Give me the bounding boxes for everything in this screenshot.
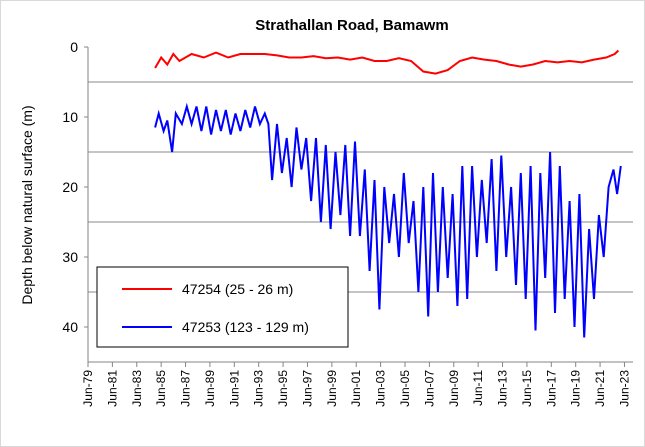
data-line bbox=[154, 102, 622, 338]
x-tick-label: Jun-91 bbox=[227, 370, 241, 407]
legend-label: 47254 (25 - 26 m) bbox=[182, 281, 293, 297]
x-tick-label: Jun-87 bbox=[179, 370, 193, 407]
data-line bbox=[154, 49, 620, 75]
x-tick-label: Jun-07 bbox=[422, 370, 436, 407]
y-axis-label: Depth below natural surface (m) bbox=[19, 105, 35, 304]
x-tick-label: Jun-17 bbox=[544, 370, 558, 407]
y-tick-label: 30 bbox=[62, 249, 78, 265]
x-tick-label: Jun-09 bbox=[447, 370, 461, 407]
x-tick-label: Jun-93 bbox=[252, 370, 266, 407]
x-tick-label: Jun-19 bbox=[569, 370, 583, 407]
chart-title: Strathallan Road, Bamawm bbox=[255, 17, 448, 34]
legend-label: 47253 (123 - 129 m) bbox=[182, 319, 309, 335]
y-tick-label: 0 bbox=[70, 39, 78, 55]
y-tick-label: 20 bbox=[62, 179, 78, 195]
x-tick-label: Jun-81 bbox=[105, 370, 119, 407]
x-tick-label: Jun-13 bbox=[496, 370, 510, 407]
x-tick-label: Jun-85 bbox=[154, 370, 168, 407]
x-tick-label: Jun-89 bbox=[203, 370, 217, 407]
x-tick-label: Jun-79 bbox=[81, 370, 95, 407]
y-tick-label: 40 bbox=[62, 319, 78, 335]
x-tick-label: Jun-03 bbox=[374, 370, 388, 407]
x-tick-label: Jun-83 bbox=[130, 370, 144, 407]
x-tick-label: Jun-95 bbox=[276, 370, 290, 407]
y-tick-label: 10 bbox=[62, 109, 78, 125]
x-tick-label: Jun-05 bbox=[398, 370, 412, 407]
x-tick-label: Jun-99 bbox=[325, 370, 339, 407]
x-tick-label: Jun-23 bbox=[617, 370, 631, 407]
legend-box bbox=[96, 266, 349, 348]
x-tick-label: Jun-01 bbox=[349, 370, 363, 407]
x-tick-label: Jun-97 bbox=[300, 370, 314, 407]
x-tick-label: Jun-21 bbox=[593, 370, 607, 407]
x-tick-label: Jun-11 bbox=[471, 370, 485, 406]
x-tick-label: Jun-15 bbox=[520, 370, 534, 407]
